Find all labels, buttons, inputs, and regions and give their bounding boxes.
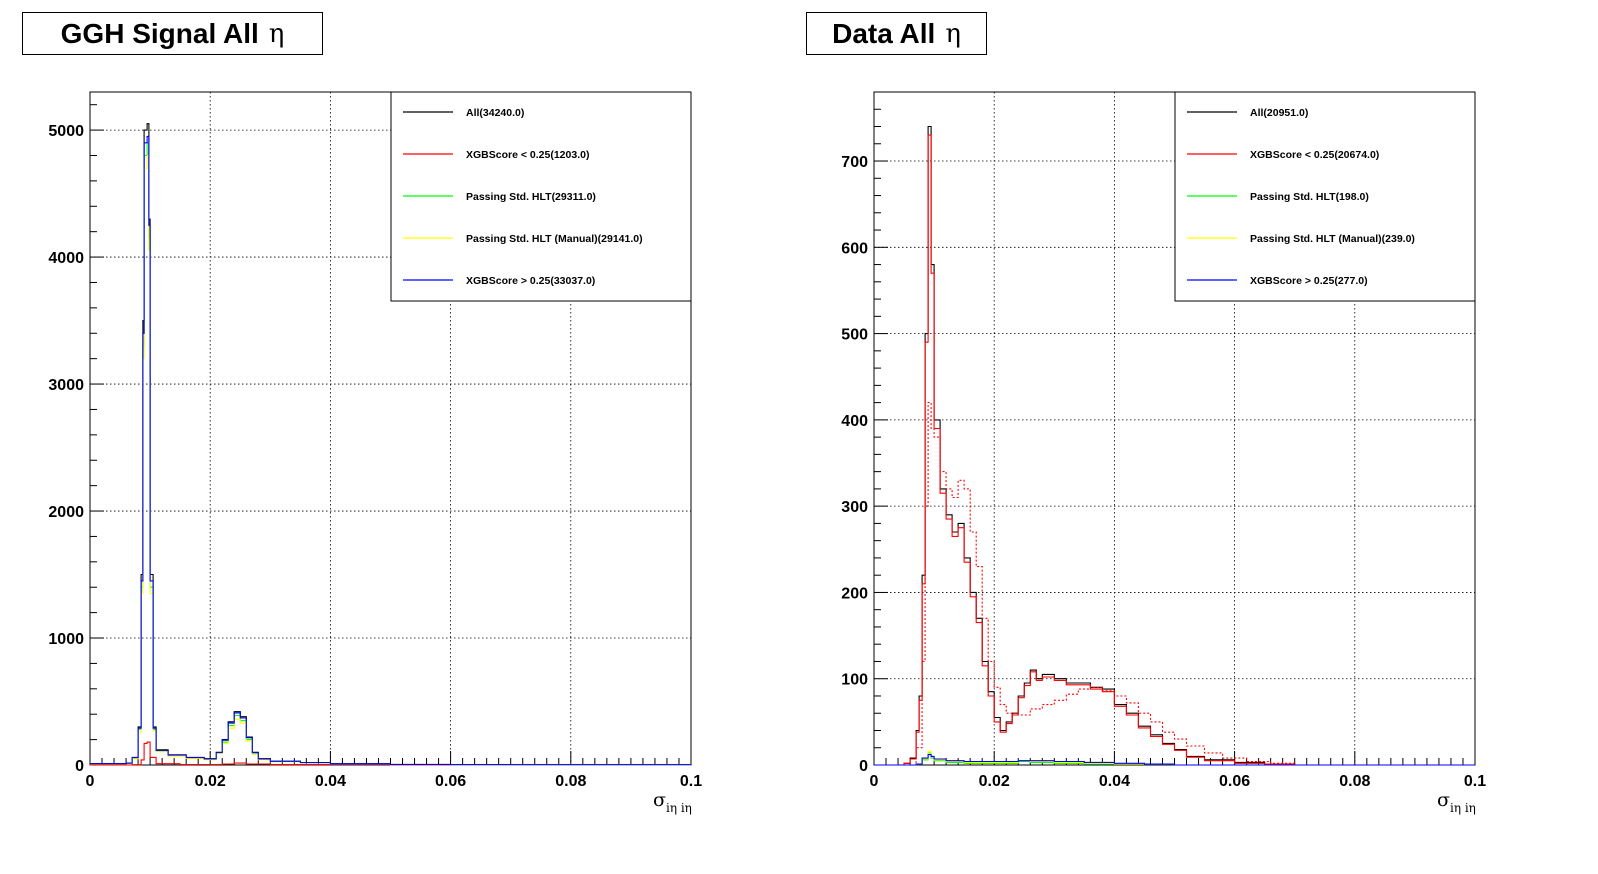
y-tick-label: 400: [841, 413, 868, 430]
y-tick-label: 0: [75, 758, 84, 775]
y-tick-label: 0: [859, 758, 868, 775]
y-tick-label: 600: [841, 240, 868, 257]
x-tick-label: 0.08: [1339, 773, 1370, 790]
legend-label: Passing Std. HLT (Manual)(239.0): [1250, 233, 1415, 245]
y-tick-label: 2000: [48, 504, 84, 521]
y-tick-label: 3000: [48, 377, 84, 394]
series-line-1: [874, 134, 1475, 766]
legend-label: Passing Std. HLT (Manual)(29141.0): [466, 233, 643, 245]
legend-label: Passing Std. HLT(198.0): [1250, 191, 1369, 203]
legend-label: XGBScore < 0.25(20674.0): [1250, 149, 1379, 161]
x-axis-title: σiη iη: [1437, 789, 1476, 815]
y-tick-label: 500: [841, 327, 868, 344]
chart-1: 0 0.02 0.04 0.06 0.08 0.1 0 100 200 300 400 500 600 7…: [841, 91, 1486, 815]
y-tick-label: 200: [841, 585, 868, 602]
x-tick-label: 0.02: [195, 773, 226, 790]
chart-0: 0 0.02 0.04 0.06 0.08 0.1 0 1000 2000 3000 4000 500…: [48, 91, 702, 815]
right-chart-title: Data All η: [806, 12, 987, 55]
x-tick-label: 0.02: [979, 773, 1010, 790]
legend-label: Passing Std. HLT(29311.0): [466, 191, 596, 203]
left-chart-title: GGH Signal All η: [22, 12, 323, 55]
y-tick-label: 5000: [48, 123, 84, 140]
x-tick-label: 0: [86, 773, 95, 790]
x-tick-label: 0.06: [435, 773, 466, 790]
legend-label: XGBScore > 0.25(33037.0): [466, 275, 595, 287]
x-tick-label: 0.08: [555, 773, 586, 790]
y-tick-label: 1000: [48, 631, 84, 648]
x-tick-label: 0.06: [1219, 773, 1250, 790]
left-chart-title-symbol: η: [268, 18, 285, 49]
x-tick-label: 0.04: [1099, 773, 1130, 790]
x-tick-label: 0.04: [315, 773, 346, 790]
series-line-4: [90, 135, 692, 766]
series-line-2: [874, 402, 1475, 766]
series-line-1: [90, 741, 692, 766]
right-chart-title-symbol: η: [945, 18, 961, 49]
x-tick-label: 0.1: [1464, 773, 1486, 790]
legend-label: XGBScore < 0.25(1203.0): [466, 149, 589, 161]
series-line-4: [874, 750, 1475, 766]
legend-label: All(20951.0): [1250, 107, 1308, 119]
x-tick-label: 0: [870, 773, 879, 790]
x-axis-title: σiη iη: [653, 789, 692, 815]
legend-label: All(34240.0): [466, 107, 524, 119]
y-tick-label: 700: [841, 154, 868, 171]
right-chart-title-text: Data All: [832, 17, 936, 49]
y-tick-label: 300: [841, 499, 868, 516]
left-chart-title-text: GGH Signal All: [60, 17, 259, 49]
legend-label: XGBScore > 0.25(277.0): [1250, 275, 1368, 287]
series-line-5: [874, 754, 1475, 766]
y-tick-label: 100: [841, 672, 868, 689]
x-tick-label: 0.1: [680, 773, 702, 790]
y-tick-label: 4000: [48, 250, 84, 267]
